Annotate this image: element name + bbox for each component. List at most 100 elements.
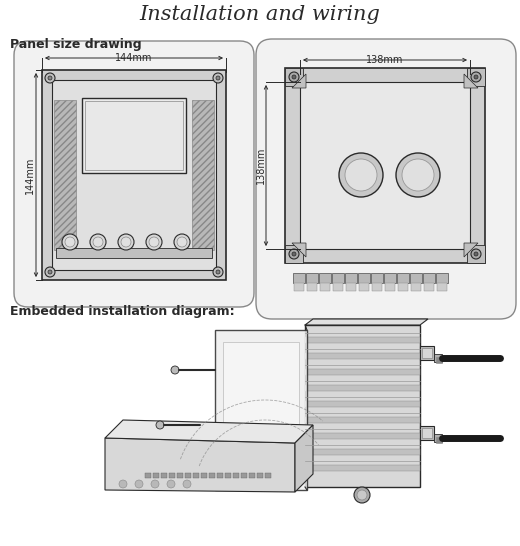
FancyBboxPatch shape — [14, 41, 254, 307]
Bar — [85, 101, 183, 170]
Circle shape — [339, 153, 383, 197]
Bar — [346, 283, 356, 291]
Circle shape — [146, 234, 162, 250]
Bar — [305, 369, 420, 375]
Circle shape — [151, 480, 159, 488]
Bar — [467, 245, 485, 263]
Bar — [345, 273, 357, 283]
Bar — [52, 80, 216, 270]
Circle shape — [216, 270, 220, 274]
Bar — [153, 473, 159, 478]
Bar — [305, 325, 420, 487]
Circle shape — [156, 421, 164, 429]
Bar — [319, 273, 331, 283]
Bar — [436, 273, 448, 283]
Bar — [161, 473, 167, 478]
Bar — [185, 473, 191, 478]
Circle shape — [474, 252, 478, 256]
Bar — [420, 346, 434, 360]
Bar — [358, 273, 370, 283]
Bar — [371, 273, 383, 283]
Bar — [305, 401, 420, 407]
Circle shape — [45, 73, 55, 83]
Circle shape — [45, 267, 55, 277]
Polygon shape — [105, 438, 295, 492]
Bar — [305, 353, 420, 359]
Bar — [305, 417, 420, 423]
Circle shape — [48, 270, 52, 274]
Circle shape — [177, 237, 187, 247]
Bar — [384, 273, 396, 283]
Circle shape — [90, 234, 106, 250]
Bar — [265, 473, 271, 478]
Circle shape — [396, 153, 440, 197]
Bar — [385, 283, 395, 291]
Polygon shape — [105, 420, 313, 443]
Bar — [305, 433, 420, 439]
Bar — [307, 283, 317, 291]
Bar — [82, 98, 186, 173]
Circle shape — [216, 76, 220, 80]
Bar — [225, 473, 231, 478]
Bar — [285, 68, 303, 86]
Circle shape — [357, 490, 367, 500]
Circle shape — [292, 75, 296, 79]
Text: 144mm: 144mm — [25, 156, 35, 194]
Text: 144mm: 144mm — [115, 53, 153, 63]
Circle shape — [167, 480, 175, 488]
Bar — [215, 330, 307, 490]
Circle shape — [174, 234, 190, 250]
Circle shape — [213, 73, 223, 83]
Circle shape — [48, 76, 52, 80]
Bar — [293, 273, 305, 283]
Bar — [241, 473, 247, 478]
Circle shape — [213, 267, 223, 277]
Circle shape — [471, 249, 481, 259]
Bar — [306, 273, 318, 283]
Bar — [257, 473, 263, 478]
Text: Embedded installation diagram:: Embedded installation diagram: — [10, 305, 235, 318]
Circle shape — [62, 234, 78, 250]
Bar — [305, 337, 420, 343]
Bar — [42, 70, 226, 280]
Bar — [333, 283, 343, 291]
Bar — [359, 283, 369, 291]
Bar — [320, 283, 330, 291]
Bar — [201, 473, 207, 478]
Circle shape — [289, 249, 299, 259]
Circle shape — [171, 366, 179, 374]
Bar — [305, 449, 420, 455]
Text: Panel size drawing: Panel size drawing — [10, 38, 141, 51]
Bar — [169, 473, 175, 478]
Bar — [420, 426, 434, 440]
Polygon shape — [292, 243, 306, 257]
Circle shape — [474, 75, 478, 79]
Bar — [411, 283, 421, 291]
Bar — [436, 357, 442, 363]
Bar — [54, 100, 76, 250]
Bar — [300, 82, 470, 249]
Polygon shape — [295, 425, 313, 492]
Bar — [249, 473, 255, 478]
Bar — [410, 273, 422, 283]
Circle shape — [292, 252, 296, 256]
Bar — [424, 283, 434, 291]
Circle shape — [183, 480, 191, 488]
FancyBboxPatch shape — [256, 39, 516, 319]
Circle shape — [345, 159, 377, 191]
Bar — [434, 434, 442, 442]
Bar — [209, 473, 215, 478]
Circle shape — [354, 487, 370, 503]
Text: 138mm: 138mm — [256, 147, 266, 184]
Polygon shape — [292, 74, 306, 88]
Bar — [436, 437, 442, 443]
Circle shape — [119, 480, 127, 488]
Bar — [372, 283, 382, 291]
Bar — [285, 68, 485, 263]
Polygon shape — [305, 319, 428, 325]
Circle shape — [121, 237, 131, 247]
Bar — [305, 465, 420, 471]
Bar — [397, 273, 409, 283]
Polygon shape — [464, 243, 478, 257]
Circle shape — [289, 72, 299, 82]
